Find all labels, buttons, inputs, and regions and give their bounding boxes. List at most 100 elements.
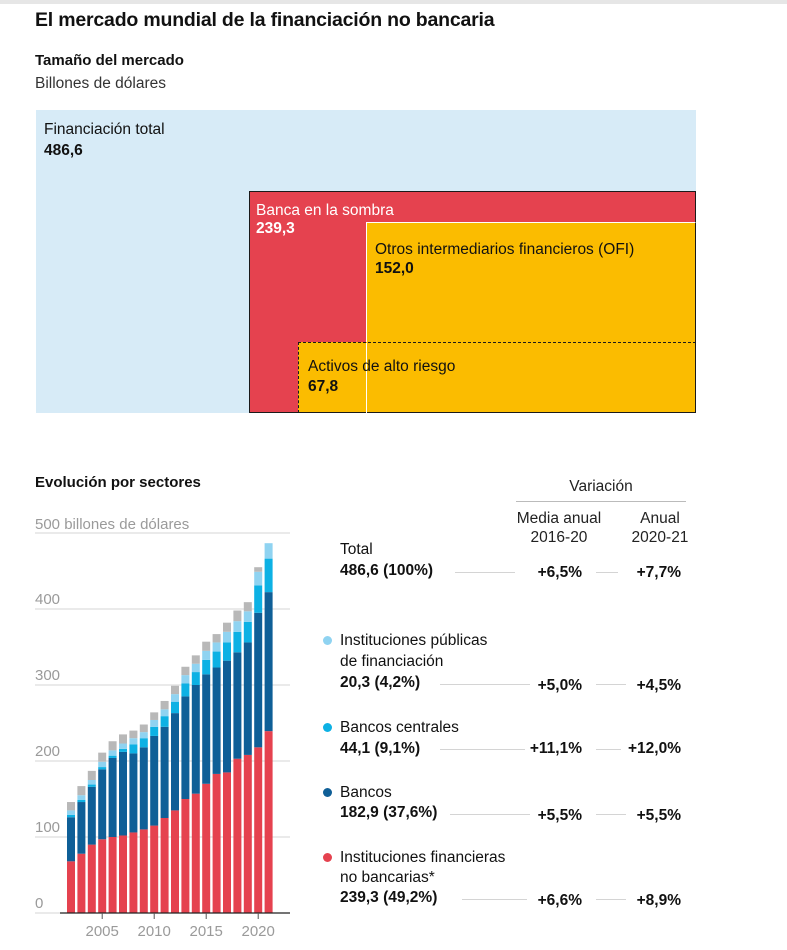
bar-segment xyxy=(223,622,231,632)
bar-segment xyxy=(98,839,107,913)
bar-segment xyxy=(129,744,138,754)
bar-segment xyxy=(223,660,231,773)
nonbank-institutions-dot xyxy=(323,853,332,862)
ofi-value: 152,0 xyxy=(375,260,414,277)
row-nonbank-name-1: Instituciones financieras xyxy=(340,849,506,866)
bar-segment xyxy=(191,685,200,794)
bar-segment xyxy=(98,769,107,840)
row-total-leader-2 xyxy=(596,572,618,573)
row-public-annual: +4,5% xyxy=(636,677,681,694)
bar-segment xyxy=(77,799,86,803)
row-central-avg: +11,1% xyxy=(529,740,582,757)
bar-segment xyxy=(108,755,117,758)
row-total-name: Total xyxy=(340,541,373,558)
bar-segment xyxy=(181,675,190,684)
x-tick-label: 2020 xyxy=(242,923,275,940)
high-risk-value: 67,8 xyxy=(308,378,339,395)
y-tick-label: 400 xyxy=(35,591,60,608)
row-nonbank-leader-2 xyxy=(596,899,626,900)
market-size-subtitle: Tamaño del mercado xyxy=(35,52,184,69)
bar-segment xyxy=(67,810,75,815)
bar-segment xyxy=(181,696,190,799)
bar-segment xyxy=(191,793,200,913)
y-tick-label: 100 xyxy=(35,819,60,836)
variation-header: Variación xyxy=(569,478,633,495)
avg-col-header-2: 2016-20 xyxy=(530,529,588,546)
bar-segment xyxy=(212,667,221,774)
row-total-leader-1 xyxy=(455,572,515,573)
bar-segment xyxy=(254,747,263,913)
high-risk-label: Activos de alto riesgo xyxy=(308,358,456,375)
bar-segment xyxy=(160,818,169,913)
bar-segment xyxy=(254,571,263,586)
bar-segment xyxy=(119,751,127,836)
bar-segment xyxy=(108,741,117,751)
bar-segment xyxy=(67,814,75,818)
bar-segment xyxy=(202,783,211,913)
row-banks-avg: +5,5% xyxy=(537,807,582,824)
bar-segment xyxy=(243,602,252,612)
bar-segment xyxy=(139,738,148,748)
bar-segment xyxy=(212,634,221,643)
bar-segment xyxy=(87,784,96,787)
row-nonbank-value: 239,3 (49,2%) xyxy=(340,889,438,906)
bar-segment xyxy=(243,621,252,643)
banks-dot xyxy=(323,788,332,797)
bar-segment xyxy=(254,612,263,748)
bar-segment xyxy=(171,810,179,913)
bar-segment xyxy=(98,752,107,762)
bar-segment xyxy=(139,724,148,733)
bar-segment xyxy=(202,641,211,651)
row-public-leader-1 xyxy=(440,684,530,685)
sectors-stacked-bar-chart: 0 100 200 300 400 500 billones de dólares 2005… xyxy=(35,516,290,940)
bar-segment xyxy=(243,642,252,755)
y-tick-label: 200 xyxy=(35,743,60,760)
bar-segment xyxy=(243,754,252,913)
row-central-leader-2 xyxy=(596,749,621,750)
avg-col-header-1: Media anual xyxy=(516,510,602,527)
x-tick-label: 2015 xyxy=(190,923,223,940)
top-rule xyxy=(0,0,787,4)
bar-segment xyxy=(202,650,211,660)
row-total-annual: +7,7% xyxy=(636,564,681,581)
central-banks-dot xyxy=(323,723,332,732)
bar-segment xyxy=(119,743,127,749)
shadow-banking-value: 239,3 xyxy=(256,220,295,237)
bar-segment xyxy=(87,780,96,785)
bar-segment xyxy=(87,786,96,845)
bar-segment xyxy=(233,621,242,632)
bar-segment xyxy=(171,701,179,714)
bar-segment xyxy=(77,853,86,913)
bar-segment xyxy=(150,719,159,727)
bar-segment xyxy=(77,795,86,800)
bar-segment xyxy=(191,663,200,673)
bar-segment xyxy=(119,748,127,752)
bar-segment xyxy=(67,861,75,913)
row-public-name-2: de financiación xyxy=(340,653,444,670)
annual-col-header-1: Anual xyxy=(640,510,680,527)
bar-segment xyxy=(191,672,200,685)
bar-segment xyxy=(233,631,242,653)
row-total-avg: +6,5% xyxy=(537,564,582,581)
annual-col-header-2: 2020-21 xyxy=(631,529,689,546)
bar-segment xyxy=(160,716,169,727)
bar-segment xyxy=(264,592,273,732)
bar-segment xyxy=(150,726,159,736)
bar-segment xyxy=(67,802,75,811)
bar-segment xyxy=(108,837,117,913)
shadow-banking-label: Banca en la sombra xyxy=(256,202,394,219)
bar-segment xyxy=(171,713,179,811)
row-central-leader-1 xyxy=(440,749,525,750)
bar-segment xyxy=(129,753,138,833)
bar-segment xyxy=(171,694,179,702)
bar-segment xyxy=(254,567,263,572)
row-banks-annual: +5,5% xyxy=(636,807,681,824)
bar-segment xyxy=(233,758,242,913)
row-central-annual: +12,0% xyxy=(627,740,681,757)
total-financing-label: Financiación total xyxy=(44,121,165,138)
bar-segment xyxy=(129,730,138,739)
bar-segment xyxy=(223,631,231,643)
bar-segment xyxy=(202,674,211,784)
bar-segment xyxy=(233,652,242,759)
row-banks-value: 182,9 (37,6%) xyxy=(340,804,438,821)
